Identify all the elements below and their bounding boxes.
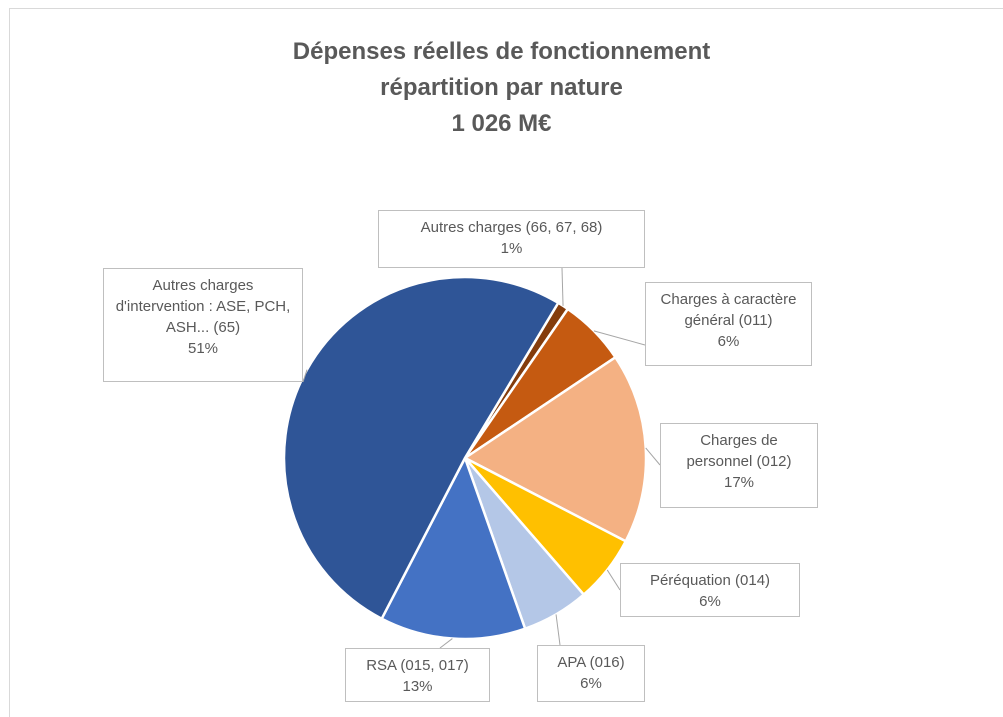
pie-slice bbox=[380, 454, 527, 641]
title-line: 1 026 M€ bbox=[451, 110, 552, 137]
leader-line bbox=[302, 369, 308, 383]
value-label: 6% bbox=[717, 333, 740, 350]
chart-frame bbox=[9, 8, 1003, 717]
leader-line bbox=[606, 569, 621, 591]
data-label: APA (016) 6% bbox=[537, 645, 645, 702]
data-label: Autres charges (66, 67, 68) 1% bbox=[378, 210, 645, 268]
leader-line bbox=[439, 638, 453, 649]
category-label: Autres charges d'intervention : ASE, PCH… bbox=[115, 277, 291, 336]
category-label: RSA (015, 017) bbox=[366, 657, 469, 674]
value-label: 17% bbox=[723, 474, 755, 491]
title-line: Dépenses réelles de fonctionnement bbox=[292, 38, 711, 65]
data-label: Charges de personnel (012) 17% bbox=[660, 423, 818, 508]
value-label: 6% bbox=[699, 593, 721, 610]
data-label: RSA (015, 017) 13% bbox=[345, 648, 490, 702]
leader-line bbox=[561, 267, 564, 306]
value-label: 1% bbox=[500, 240, 523, 257]
category-label: Charges à caractère général (011) bbox=[660, 291, 797, 329]
leader-line bbox=[555, 614, 561, 646]
leader-line bbox=[593, 330, 646, 346]
category-label: Autres charges (66, 67, 68) bbox=[420, 219, 603, 236]
pie-slice bbox=[462, 355, 648, 543]
category-label: Péréquation (014) bbox=[649, 572, 771, 589]
chart-title: Dépenses réelles de fonctionnement répar… bbox=[0, 34, 1003, 142]
title-line: répartition par nature bbox=[380, 74, 623, 101]
data-label: Charges à caractère général (011) 6% bbox=[645, 282, 812, 366]
category-label: APA (016) bbox=[557, 654, 625, 671]
data-label: Péréquation (014) 6% bbox=[620, 563, 800, 617]
category-label: Charges de personnel (012) bbox=[686, 432, 792, 470]
value-label: 13% bbox=[402, 678, 433, 695]
data-label: Autres charges d'intervention : ASE, PCH… bbox=[103, 268, 303, 382]
value-label: 51% bbox=[187, 340, 219, 357]
leader-line bbox=[645, 447, 661, 466]
value-label: 6% bbox=[580, 675, 602, 692]
